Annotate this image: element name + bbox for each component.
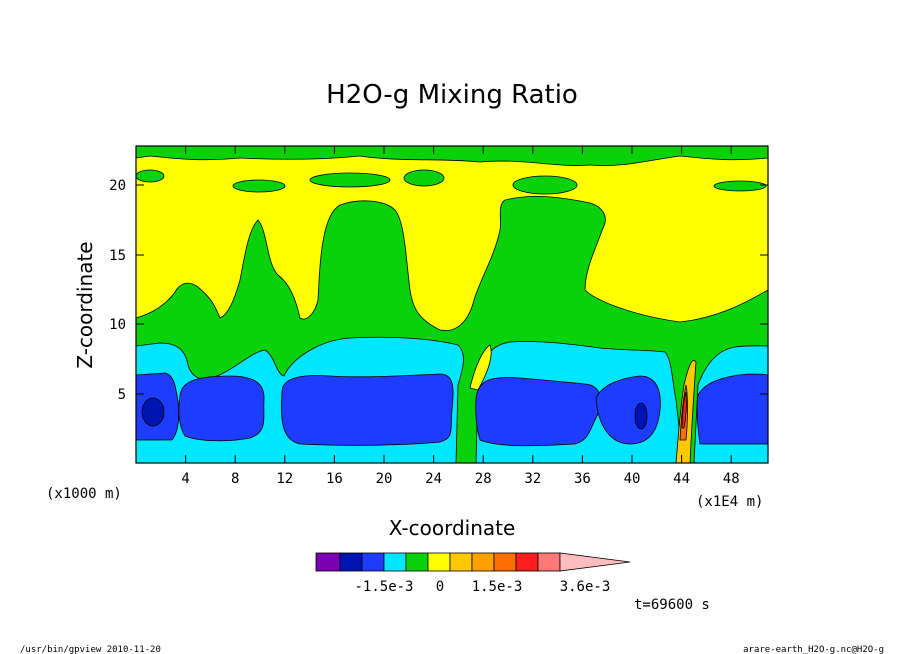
contour-field [136, 146, 768, 463]
chart-title: H2O-g Mixing Ratio [326, 80, 578, 110]
y-tick-labels: 5 10 15 20 [109, 178, 126, 403]
colorbar-cell [405, 552, 429, 572]
colorbar-cell [537, 552, 561, 572]
colorbar-cell [383, 552, 407, 572]
field-darkblue-min [141, 397, 165, 427]
axis-ticks [136, 146, 768, 463]
x-axis-label: X-coordinate [389, 516, 516, 540]
field-blue-core [475, 377, 602, 447]
y-tick-label: 20 [109, 178, 126, 194]
field-blue-core [696, 373, 768, 445]
plot-frame [135, 145, 769, 464]
y-tick-label: 5 [118, 387, 126, 403]
field-green-blob [309, 172, 391, 188]
x-tick-label: 28 [475, 471, 492, 487]
colorbar-tick-label: 1.5e-3 [472, 579, 523, 595]
colorbar-tick-label: 0 [436, 579, 444, 595]
time-label: t=69600 s [634, 597, 710, 613]
field-blue-core [178, 375, 265, 442]
x-tick-label: 16 [326, 471, 343, 487]
x-tick-label: 40 [624, 471, 641, 487]
field-warm-column [681, 391, 687, 429]
colorbar-extension-arrow [559, 552, 631, 572]
colorbar-cell [315, 552, 341, 572]
x-tick-label: 48 [723, 471, 740, 487]
x-tick-label: 36 [574, 471, 591, 487]
z-unit-label: (x1000 m) [46, 486, 122, 502]
colorbar-tick-label: 3.6e-3 [560, 579, 611, 595]
y-tick-label: 10 [109, 317, 126, 333]
x-tick-label: 4 [181, 471, 189, 487]
footer-left: /usr/bin/gpview 2010-11-20 [20, 645, 161, 654]
field-green-blob [713, 180, 767, 192]
x-tick-label: 32 [524, 471, 541, 487]
colorbar-cell [471, 552, 495, 572]
x-tick-labels: 4 8 12 16 20 24 28 32 36 40 44 48 [181, 471, 739, 487]
field-green-blob [403, 169, 445, 187]
colorbar-cell [427, 552, 451, 572]
colorbar-cell [449, 552, 473, 572]
x-tick-label: 44 [673, 471, 690, 487]
colorbar-tick-labels: -1.5e-3 0 1.5e-3 3.6e-3 [354, 579, 610, 595]
field-green-top [136, 146, 768, 166]
colorbar-tick-label: -1.5e-3 [354, 579, 413, 595]
field-yellow-filament [469, 344, 492, 391]
x-tick-label: 24 [425, 471, 442, 487]
y-tick-label: 15 [109, 248, 126, 264]
colorbar-cell [339, 552, 363, 572]
field-green-blob [232, 179, 286, 193]
field-blue-core [280, 373, 454, 446]
colorbar-cell [515, 552, 539, 572]
field-green-blob [512, 175, 578, 195]
x-tick-label: 12 [276, 471, 293, 487]
field-darkblue-min [634, 402, 648, 430]
x-tick-label: 8 [231, 471, 239, 487]
field-green-blob [136, 169, 165, 183]
x-unit-label: (x1E4 m) [696, 494, 763, 510]
colorbar-cell [493, 552, 517, 572]
colorbar [315, 552, 631, 572]
y-axis-label: Z-coordinate [73, 241, 97, 368]
x-tick-label: 20 [376, 471, 393, 487]
footer-right: arare-earth_H2O-g.nc@H2O-g [743, 645, 884, 654]
colorbar-cell [361, 552, 385, 572]
